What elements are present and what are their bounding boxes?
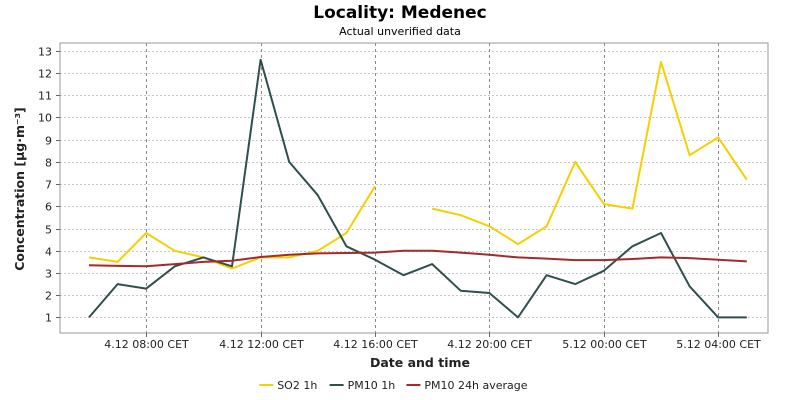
legend: SO2 1h PM10 1h PM10 24h average <box>259 379 528 392</box>
x-tick-label: 5.12 00:00 CET <box>562 338 647 351</box>
axes <box>56 42 769 337</box>
series-line-pm10-24h-average <box>88 249 747 268</box>
y-tick-label: 9 <box>45 135 52 148</box>
series-lines <box>88 58 748 319</box>
legend-label-pm10-1h: PM10 1h <box>348 379 396 392</box>
x-tick-label: 4.12 16:00 CET <box>333 338 418 351</box>
x-axis-title: Date and time <box>370 355 470 370</box>
x-tick-label: 4.12 12:00 CET <box>219 338 304 351</box>
y-tick-label: 8 <box>45 157 52 170</box>
y-tick-label: 6 <box>45 201 52 214</box>
x-tick-label: 5.12 04:00 CET <box>676 338 761 351</box>
y-tick-label: 2 <box>45 290 52 303</box>
legend-label-so2-1h: SO2 1h <box>277 379 317 392</box>
y-tick-label: 5 <box>45 224 52 237</box>
x-tick-label: 4.12 08:00 CET <box>104 338 189 351</box>
chart-title: Locality: Medenec <box>313 3 487 23</box>
y-tick-label: 7 <box>45 179 52 192</box>
y-tick-label: 3 <box>45 268 52 281</box>
y-tick-label: 10 <box>38 112 52 125</box>
y-tick-label: 11 <box>38 90 52 103</box>
series-line-so2-1h <box>88 185 376 270</box>
chart-subtitle: Actual unverified data <box>339 25 461 38</box>
y-tick-label: 13 <box>38 46 52 59</box>
y-tick-label: 4 <box>45 246 52 259</box>
x-tick-label: 4.12 20:00 CET <box>447 338 532 351</box>
y-tick-label: 1 <box>45 312 52 325</box>
plot-border <box>59 42 769 334</box>
y-axis-title: Concentration [µg·m⁻³] <box>12 107 27 271</box>
legend-label-pm10-24h-average: PM10 24h average <box>424 379 527 392</box>
series-line-pm10-1h <box>88 58 747 319</box>
y-tick-label: 12 <box>38 68 52 81</box>
series-line-so2-1h <box>431 60 748 246</box>
